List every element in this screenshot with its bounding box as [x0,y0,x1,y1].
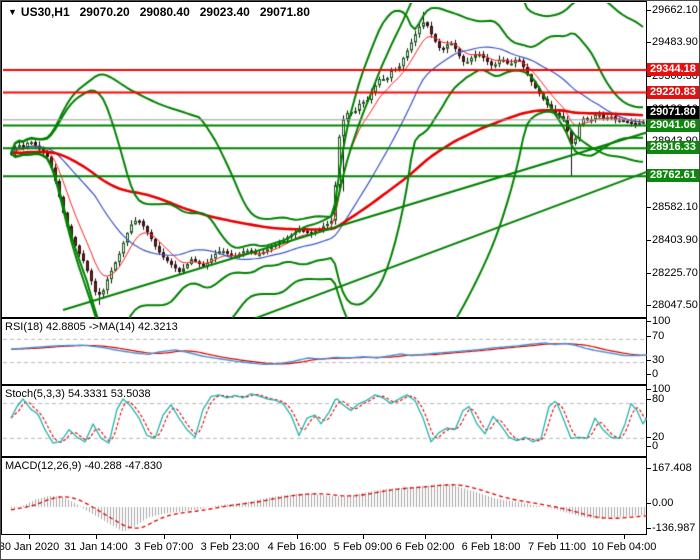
price-tick-label: 29483.90 [647,36,698,48]
time-tick-mark [425,535,426,539]
chart-title: ▼ US30,H1 29070.20 29080.40 29023.40 290… [8,5,310,19]
time-tick-mark [363,535,364,539]
low-value: 29023.40 [199,5,250,19]
main-chart-panel: ▼ US30,H1 29070.20 29080.40 29023.40 290… [1,1,647,318]
stochastic-canvas[interactable] [3,387,647,457]
time-tick-mark [491,535,492,539]
stoch-scale-label: 80 [646,393,665,405]
stochastic-panel: Stoch(5,3,3) 54.3331 53.5038 [1,385,647,457]
time-tick-mark [29,535,30,539]
time-tick-label: 10 Feb 04:00 [591,541,657,553]
stochastic-label: Stoch(5,3,3) 54.3331 53.5038 [5,388,151,400]
stoch-scale-label: 100 [646,383,671,395]
price-badge-green: 28916.33 [647,141,699,154]
stoch-scale-label: 20 [646,431,665,443]
time-tick-label: 6 Feb 02:00 [395,541,455,553]
price-badge-red: 29220.83 [647,86,699,99]
symbol-label: US30,H1 [20,5,70,19]
time-axis[interactable]: 30 Jan 2020 31 Jan 14:00 3 Feb 07:00 3 Feb … [0,535,699,559]
time-tick-mark [96,535,97,539]
time-tick-label: 3 Feb 07:00 [134,541,194,553]
open-value: 29070.20 [79,5,130,19]
time-tick-label: 31 Jan 14:00 [64,541,128,553]
rsi-label: RSI(18) 42.8805 ->MA(14) 42.3213 [5,321,178,333]
stoch-scale-label: 0 [646,440,659,452]
rsi-scale-label: 100 [646,315,671,327]
price-tick-label: 29662.10 [647,4,698,16]
time-tick-label: 5 Feb 09:00 [333,541,393,553]
price-tick-label: 28047.50 [647,299,698,311]
time-tick-label: 30 Jan 2020 [0,541,60,553]
price-badge-green: 28762.61 [647,169,699,182]
macd-scale-label: 0.00 [646,497,674,509]
price-axis[interactable]: 29662.1029483.9029300.3029122.1028943.90… [646,1,699,535]
price-tick-label: 28582.10 [647,201,698,213]
time-tick-mark [164,535,165,539]
price-badge-black: 29071.80 [647,106,699,119]
rsi-panel: RSI(18) 42.8805 ->MA(14) 42.3213 [1,318,647,385]
time-tick-mark [297,535,298,539]
price-badge-red: 29344.18 [647,63,699,76]
macd-label: MACD(12,26,9) -40.288 -47.830 [5,460,163,472]
time-tick-label: 4 Feb 16:00 [267,541,327,553]
time-tick-mark [230,535,231,539]
rsi-canvas[interactable] [3,320,647,385]
rsi-scale-label: 0 [646,368,659,380]
rsi-scale-label: 70 [646,330,665,342]
time-tick-label: 6 Feb 18:00 [461,541,521,553]
main-chart-canvas[interactable] [3,3,647,318]
time-tick-mark [624,535,625,539]
macd-canvas[interactable] [3,459,647,535]
rsi-scale-label: 30 [646,354,665,366]
macd-panel: MACD(12,26,9) -40.288 -47.830 [1,457,647,535]
macd-scale-label: -136.987 [646,522,696,534]
symbol-dropdown-icon[interactable]: ▼ [8,6,17,17]
macd-scale-label: 167.408 [647,462,692,474]
price-badge-green: 29041.06 [647,119,699,132]
time-tick-label: 3 Feb 23:00 [200,541,260,553]
time-tick-label: 7 Feb 11:00 [528,541,586,553]
close-value: 29071.80 [259,5,310,19]
price-tick-label: 28225.70 [647,267,698,279]
time-tick-mark [557,535,558,539]
high-value: 29080.40 [139,5,190,19]
price-tick-label: 28403.90 [647,234,698,246]
